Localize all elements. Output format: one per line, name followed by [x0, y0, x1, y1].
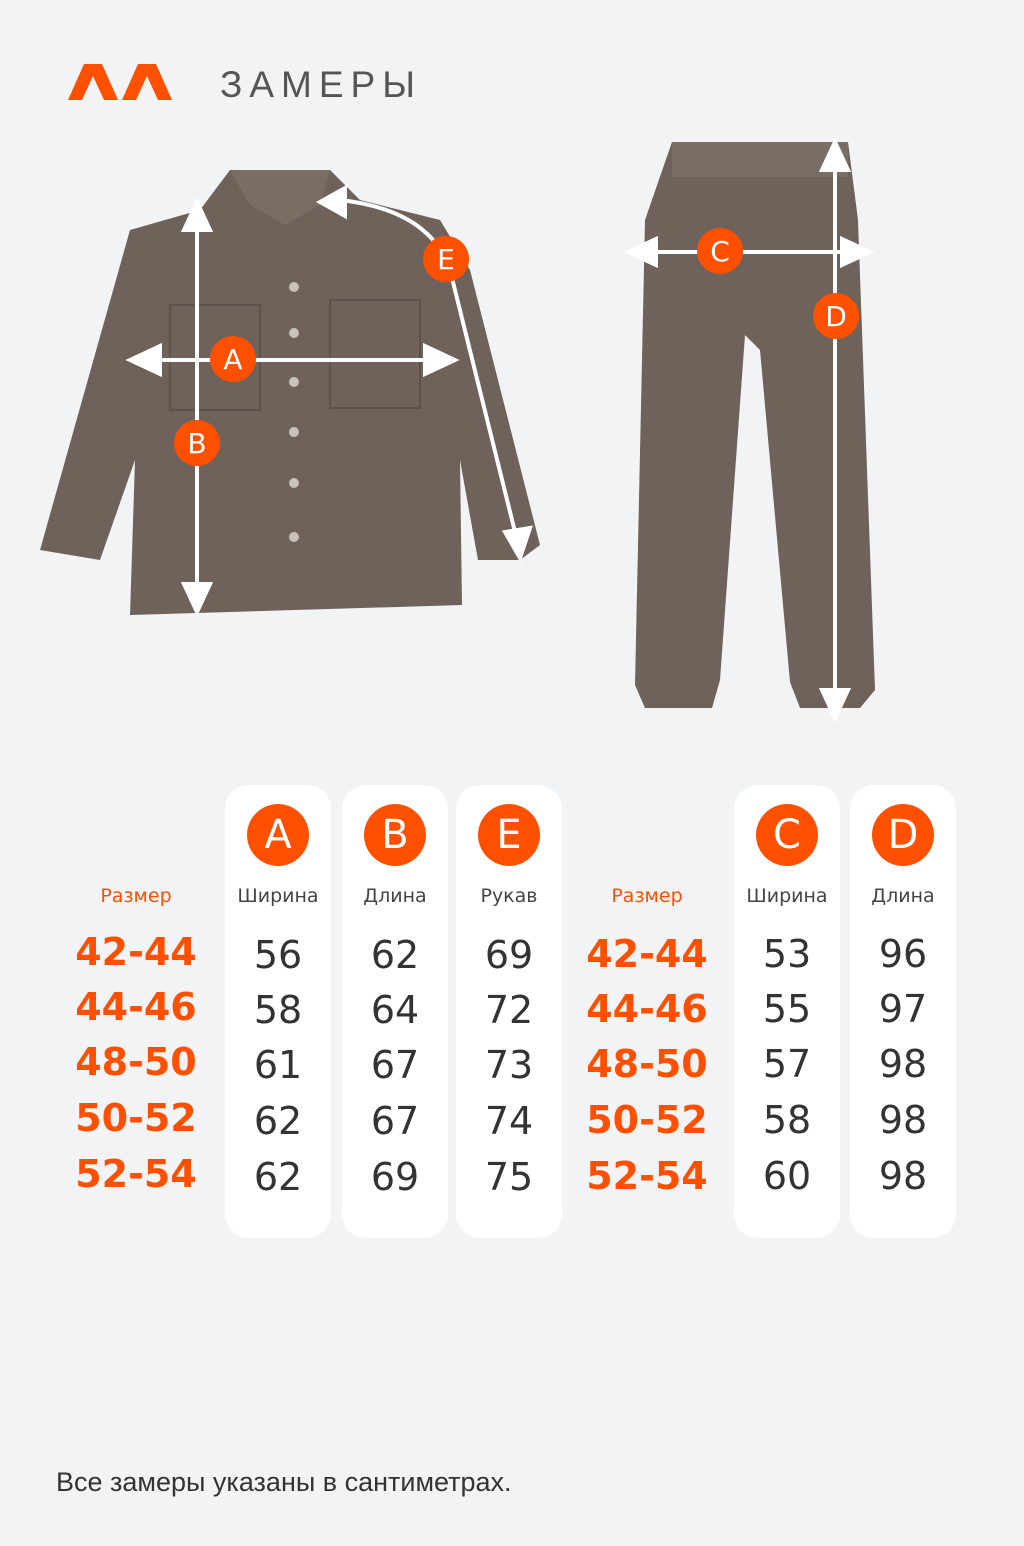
cell: 69 — [484, 933, 534, 977]
cell: 53 — [762, 932, 812, 976]
brand-logo — [68, 64, 172, 100]
size-value: 42-44 — [586, 932, 708, 976]
cell: 98 — [878, 1098, 928, 1142]
cell: 67 — [370, 1043, 420, 1087]
cell: 72 — [484, 988, 534, 1032]
cell: 62 — [253, 1155, 303, 1199]
column-header: Рукав — [480, 885, 538, 907]
cell: 98 — [878, 1154, 928, 1198]
size-value: 48-50 — [586, 1042, 708, 1086]
diagram-markers: A B E C D — [174, 228, 859, 466]
cell: 67 — [370, 1099, 420, 1143]
cell: 57 — [762, 1042, 812, 1086]
cell: 62 — [253, 1099, 303, 1143]
size-value: 48-50 — [75, 1040, 197, 1084]
shirt-image — [40, 170, 540, 615]
size-value: 50-52 — [75, 1096, 197, 1140]
svg-text:D: D — [825, 300, 847, 333]
letter-badge: B — [364, 804, 426, 866]
size-value: 50-52 — [586, 1098, 708, 1142]
cell: 98 — [878, 1042, 928, 1086]
size-header: Размер — [611, 885, 683, 907]
cell: 75 — [484, 1155, 534, 1199]
column-a-card: A Ширина 56 58 61 62 62 — [225, 785, 331, 1238]
cell: 58 — [762, 1098, 812, 1142]
column-d-card: D Длина 96 97 98 98 98 — [850, 785, 956, 1238]
letter-badge: C — [756, 804, 818, 866]
cell: 61 — [253, 1043, 303, 1087]
column-header: Ширина — [746, 885, 828, 907]
size-value: 52-54 — [75, 1152, 197, 1196]
column-header: Ширина — [237, 885, 319, 907]
size-value: 44-46 — [75, 985, 197, 1029]
column-header: Длина — [363, 885, 427, 907]
cell: 60 — [762, 1154, 812, 1198]
svg-text:C: C — [710, 235, 730, 268]
column-b-card: B Длина 62 64 67 67 69 — [342, 785, 448, 1238]
column-header: Длина — [871, 885, 935, 907]
cell: 69 — [370, 1155, 420, 1199]
size-value: 52-54 — [586, 1154, 708, 1198]
letter-badge: D — [872, 804, 934, 866]
cell: 58 — [253, 988, 303, 1032]
garment-diagram: A B E C D — [40, 137, 875, 723]
cell: 97 — [878, 987, 928, 1031]
letter-badge: A — [247, 804, 309, 866]
size-value: 44-46 — [586, 987, 708, 1031]
footnote: Все замеры указаны в сантиметрах. — [56, 1467, 512, 1497]
svg-text:E: E — [437, 243, 455, 276]
pants-image — [635, 142, 875, 708]
column-c-card: C Ширина 53 55 57 58 60 — [734, 785, 840, 1238]
page-title: ЗАМЕРЫ — [220, 64, 422, 105]
cell: 74 — [484, 1099, 534, 1143]
svg-text:B: B — [187, 427, 206, 460]
cell: 62 — [370, 933, 420, 977]
svg-text:A: A — [223, 343, 242, 376]
cell: 96 — [878, 932, 928, 976]
letter-badge: E — [478, 804, 540, 866]
cell: 73 — [484, 1043, 534, 1087]
column-e-card: E Рукав 69 72 73 74 75 — [456, 785, 562, 1238]
size-value: 42-44 — [75, 930, 197, 974]
size-header: Размер — [100, 885, 172, 907]
cell: 64 — [370, 988, 420, 1032]
cell: 55 — [762, 987, 812, 1031]
cell: 56 — [253, 933, 303, 977]
